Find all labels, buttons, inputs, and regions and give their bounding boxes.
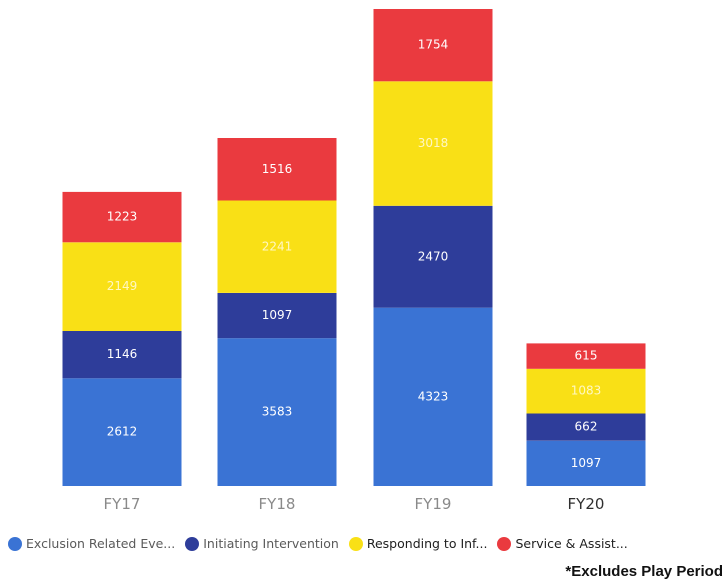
data-label-fy17-exclusion-related-eve: 2612 [107,425,138,439]
data-label-fy20-initiating-intervention: 662 [575,420,598,434]
bar-fy17-initiating-intervention[interactable] [62,331,182,379]
data-label-fy18-service-assist: 1516 [262,162,293,176]
bar-fy20-initiating-intervention[interactable] [526,413,646,441]
segment-labels-group: 2612 1146 2149 1223 3583 1097 2241 1516 4323 2470… [107,38,602,470]
data-label-fy20-service-assist: 615 [575,349,598,363]
legend-item-responding-to-inf[interactable]: Responding to Inf... [348,536,488,551]
data-label-fy20-exclusion-related-eve: 1097 [571,456,602,470]
legend-dot-responding-to-inf [348,536,363,551]
bar-fy17-service-assist[interactable] [62,191,182,243]
data-label-fy19-service-assist: 1754 [418,38,449,52]
bar-fy19-initiating-intervention[interactable] [373,205,493,308]
legend-label-exclusion-related: Exclusion Related Eve... [26,536,176,551]
bars-group [62,9,646,486]
data-label-fy19-initiating-intervention: 2470 [418,249,449,263]
bar-fy18-initiating-intervention[interactable] [217,293,337,339]
data-label-fy19-responding-to-inf: 3018 [418,136,449,150]
bar-fy18-service-assist[interactable] [217,138,337,201]
legend-dot-exclusion-related [8,536,22,551]
data-label-fy18-initiating-intervention: 1097 [262,308,293,322]
bar-fy17-exclusion-related-eve[interactable] [62,378,182,486]
bar-fy19-service-assist[interactable] [373,9,493,82]
legend-label-responding-to-inf: Responding to Inf... [366,536,488,551]
data-label-fy18-responding-to-inf: 2241 [262,239,293,253]
x-tick-label-fy19: FY19 [415,495,452,513]
data-label-fy17-responding-to-inf: 2149 [107,279,138,293]
data-label-fy20-responding-to-inf: 1083 [571,384,602,398]
bar-fy19-responding-to-inf[interactable] [373,81,493,206]
bar-fy17-responding-to-inf[interactable] [62,242,182,331]
bar-fy19-exclusion-related-eve[interactable] [373,307,493,486]
legend: Exclusion Related Eve... Initiating Inte… [8,536,628,551]
x-tick-label-fy17: FY17 [104,495,141,513]
category-labels-group: FY17 FY18 FY19 FY20 [104,495,605,513]
legend-label-service-assist: Service & Assist... [515,536,628,551]
legend-item-service-assist[interactable]: Service & Assist... [497,536,628,551]
legend-item-exclusion-related[interactable]: Exclusion Related Eve... [8,536,175,551]
bar-fy18-exclusion-related-eve[interactable] [217,338,337,486]
x-tick-label-fy18: FY18 [259,495,296,513]
legend-label-initiating-intervention: Initiating Intervention [203,536,339,551]
bar-fy20-responding-to-inf[interactable] [526,368,646,414]
data-label-fy17-service-assist: 1223 [107,210,138,224]
stacked-bar-chart: 2612 1146 2149 1223 3583 1097 2241 1516 4323 2470… [62,9,646,513]
bar-fy18-responding-to-inf[interactable] [217,200,337,293]
data-label-fy17-initiating-intervention: 1146 [107,347,138,361]
footnote: *Excludes Play Period [565,563,723,580]
x-tick-label-fy20: FY20 [568,495,605,513]
data-label-fy19-exclusion-related-eve: 4323 [418,389,449,403]
data-label-fy18-exclusion-related-eve: 3583 [262,405,293,419]
legend-dot-initiating-intervention [185,536,200,551]
bar-fy20-exclusion-related-eve[interactable] [526,440,646,486]
bar-fy20-service-assist[interactable] [526,343,646,369]
legend-item-initiating-intervention[interactable]: Initiating Intervention [185,536,339,551]
legend-dot-service-assist [497,536,512,551]
